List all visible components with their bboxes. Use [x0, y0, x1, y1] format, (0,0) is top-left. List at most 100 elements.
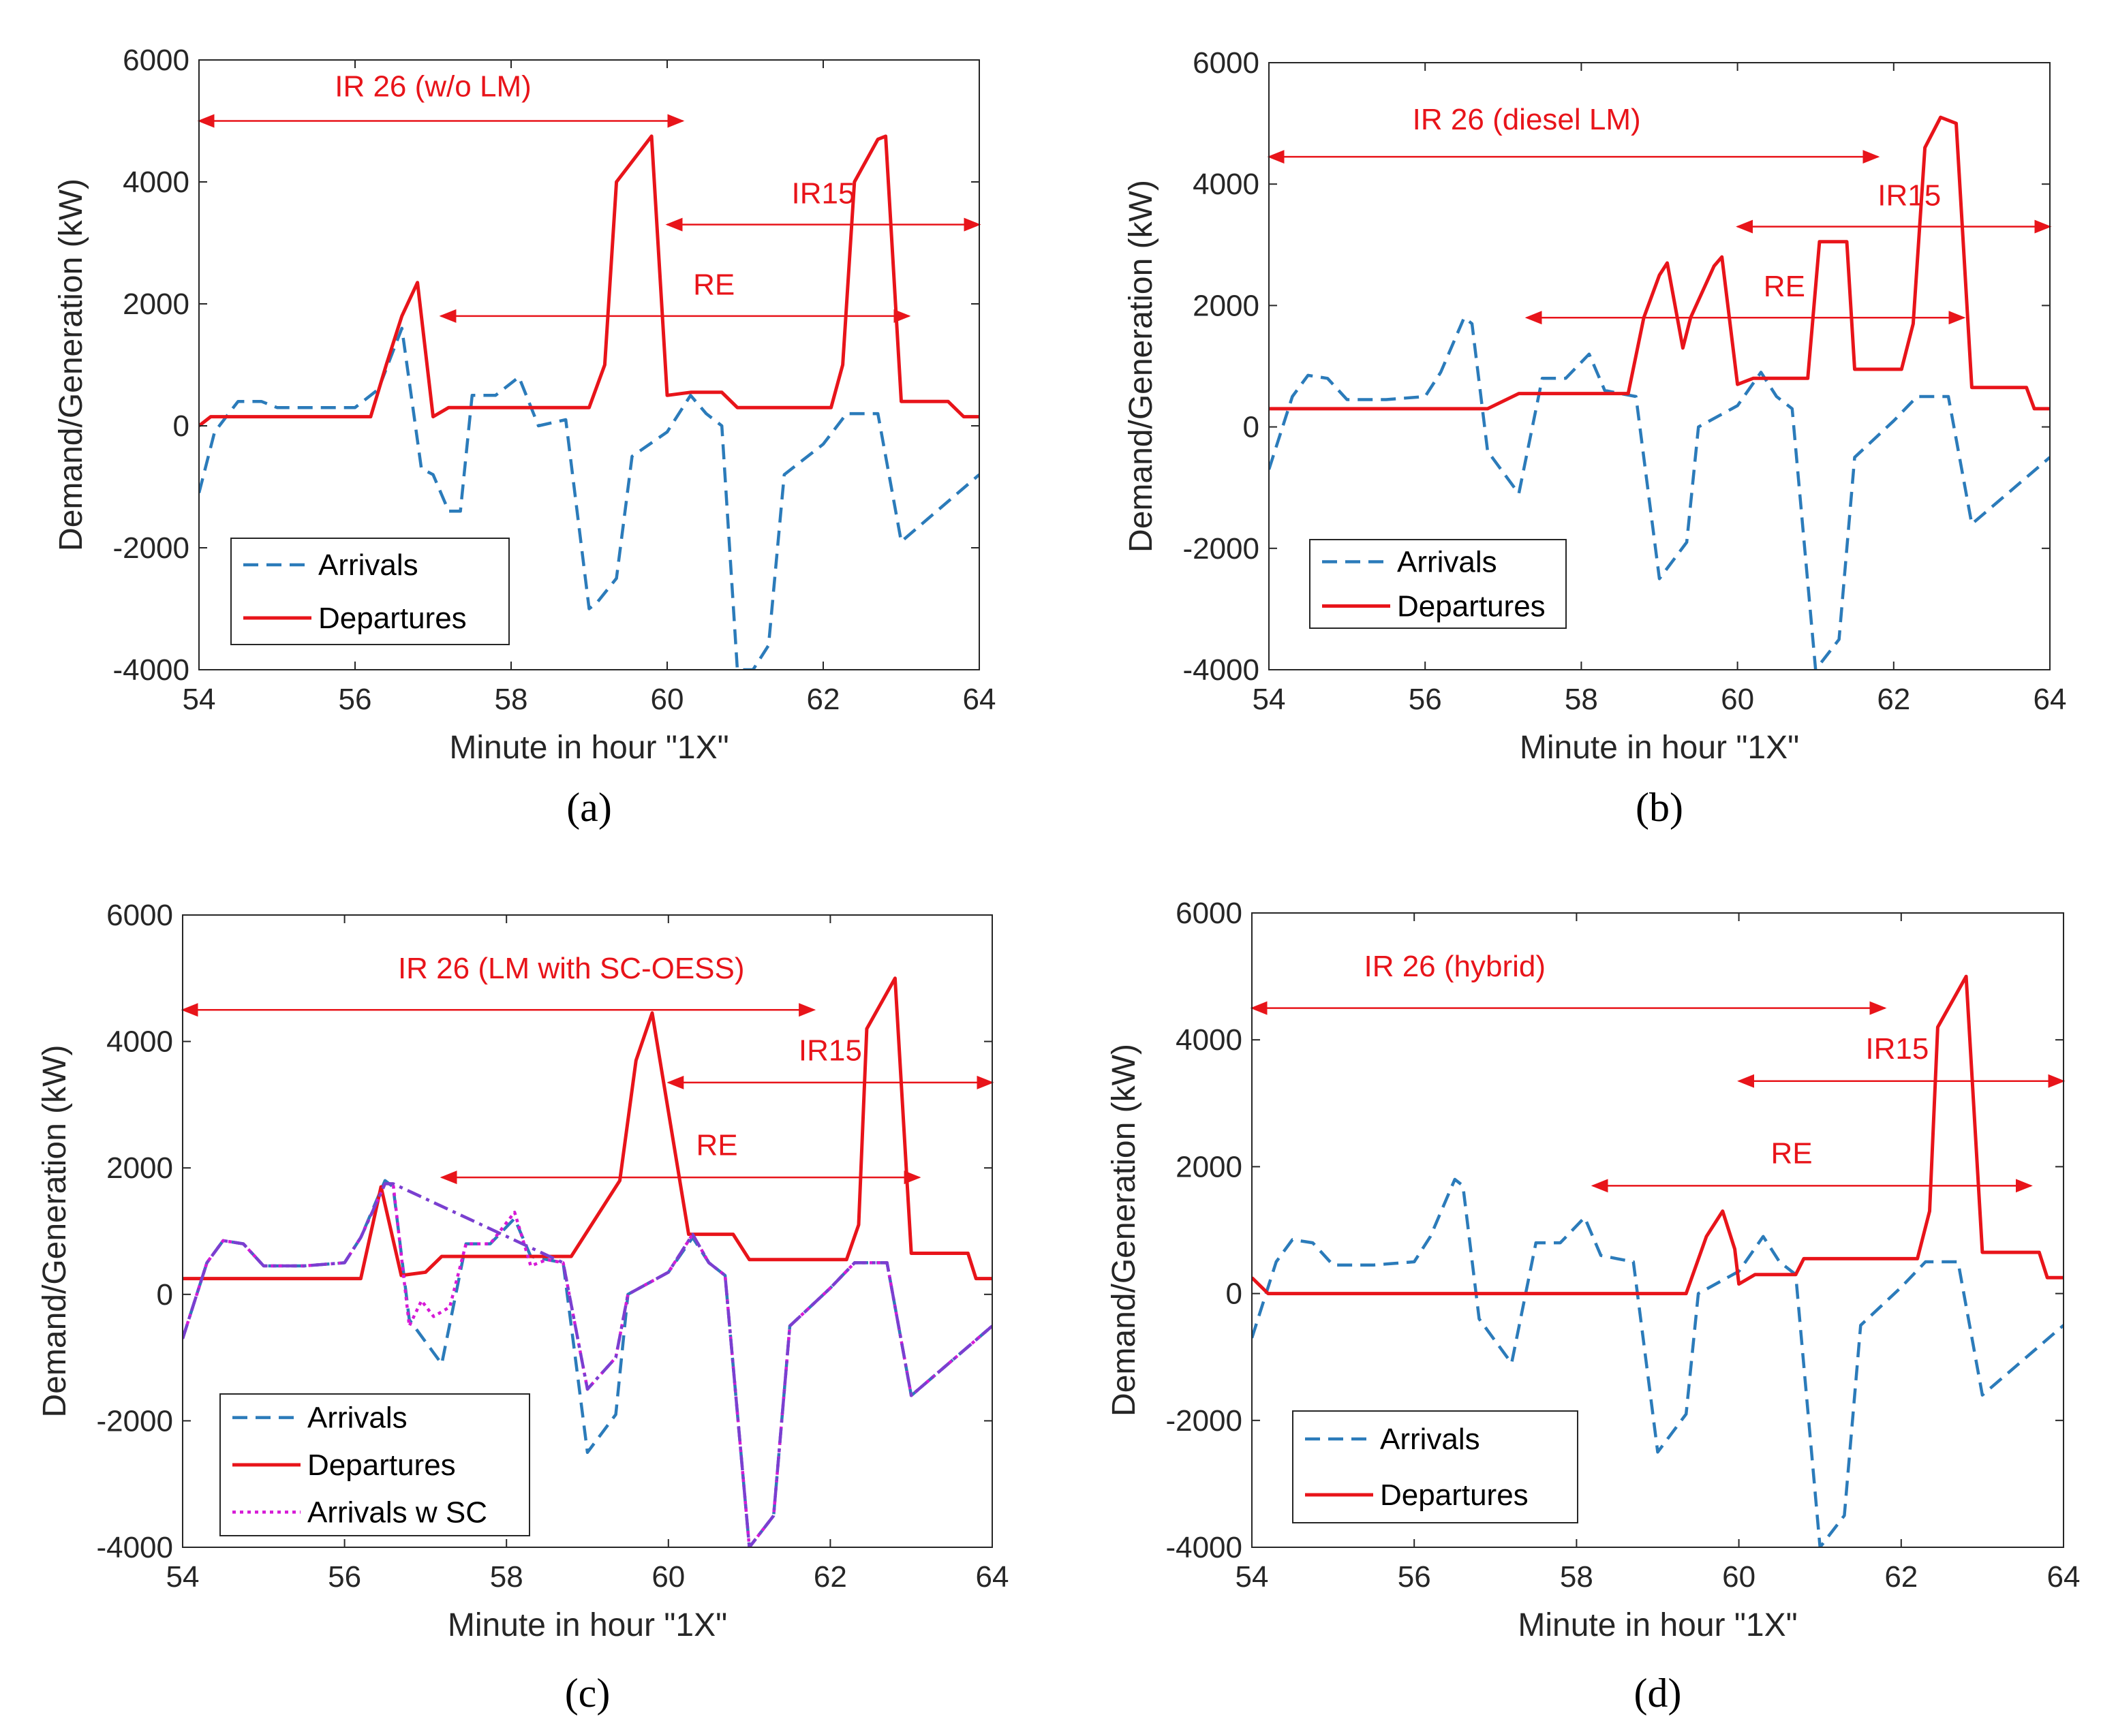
- y-tick-label: 4000: [123, 166, 189, 199]
- y-axis-label: Demand/Generation (kW): [1106, 1044, 1142, 1416]
- panel-label: (a): [566, 785, 612, 830]
- y-tick-label: 6000: [1193, 46, 1259, 80]
- series-line-departures: [1252, 974, 2064, 1296]
- legend-label: Arrivals: [318, 548, 418, 582]
- series-line-arrivals-w-sc: [183, 1182, 992, 1547]
- annotation-label: IR 26 (w/o LM): [335, 70, 532, 104]
- y-tick-label: 0: [1243, 411, 1259, 444]
- y-tick-label: 2000: [123, 288, 189, 321]
- y-tick-label: -2000: [1182, 532, 1259, 565]
- x-tick-label: 64: [976, 1560, 1009, 1594]
- annotation-label: RE: [693, 268, 735, 302]
- annotation-label: IR 26 (hybrid): [1364, 950, 1546, 983]
- y-tick-label: 6000: [1176, 897, 1242, 930]
- legend-label: Arrivals: [1397, 546, 1497, 579]
- x-tick-label: 56: [1398, 1560, 1431, 1594]
- x-tick-label: 64: [2047, 1560, 2081, 1594]
- y-tick-label: 4000: [1176, 1023, 1242, 1057]
- x-tick-label: 64: [963, 683, 996, 716]
- legend: Arrivals Departures: [230, 538, 510, 645]
- y-tick-label: -2000: [1165, 1404, 1242, 1438]
- legend-label: Arrivals: [307, 1401, 408, 1435]
- axes-frame: [1251, 912, 2064, 1548]
- x-tick-label: 62: [807, 683, 840, 716]
- y-tick-label: 4000: [106, 1025, 173, 1059]
- y-tick-label: 6000: [106, 899, 173, 932]
- legend-label: Departures: [318, 602, 467, 635]
- series-line-arrivals: [199, 326, 979, 670]
- y-tick-label: -4000: [1165, 1531, 1242, 1564]
- annotation-label: RE: [1764, 270, 1805, 303]
- x-axis-label: Minute in hour "1X": [1518, 1607, 1797, 1643]
- x-tick-label: 58: [495, 683, 528, 716]
- y-tick-label: 6000: [123, 44, 189, 77]
- legend-label: Arrivals: [1380, 1423, 1480, 1456]
- legend: Arrivals Departures: [1292, 1410, 1578, 1523]
- y-tick-label: -4000: [1182, 653, 1259, 687]
- annotation-label: RE: [696, 1129, 738, 1162]
- legend-box: [230, 538, 510, 645]
- panel-label: (c): [565, 1671, 611, 1716]
- legend-label: Arrivals w SC: [307, 1495, 487, 1529]
- x-tick-label: 54: [183, 683, 216, 716]
- x-tick-label: 54: [1253, 683, 1286, 716]
- panel-label: (d): [1634, 1671, 1682, 1716]
- annotation-label: IR15: [792, 176, 855, 210]
- y-tick-label: -2000: [96, 1404, 173, 1438]
- x-tick-label: 62: [814, 1560, 847, 1594]
- x-tick-label: 62: [1884, 1560, 1918, 1594]
- legend: Arrivals Departures: [1309, 539, 1567, 629]
- series-line-departures: [199, 134, 979, 427]
- panel-a: IR 26 (w/o LM) IR15 RE 54 56 58 60 62 64 -4000 -2…: [53, 44, 996, 830]
- x-tick-label: 60: [651, 683, 684, 716]
- legend-box: [1309, 539, 1567, 629]
- x-tick-label: 56: [1409, 683, 1442, 716]
- panel-label: (b): [1636, 785, 1683, 830]
- panel-d: IR 26 (hybrid) IR15 RE 54 56 58 60 62 64 -4000 -2…: [1106, 897, 2080, 1716]
- y-tick-label: 2000: [1193, 289, 1259, 322]
- panel-c: IR 26 (LM with SC-OESS) IR15 RE 54 56 58 60 62…: [37, 899, 1009, 1716]
- series-line-arrivals: [1269, 315, 2050, 670]
- annotation-label: IR 26 (LM with SC-OESS): [398, 952, 745, 985]
- series-line-arrivals-w-sc-overlap: [183, 1182, 992, 1547]
- annotation-label: RE: [1770, 1137, 1812, 1171]
- annotation-label: IR15: [1865, 1032, 1929, 1066]
- axes-frame: [182, 914, 993, 1548]
- series-line-departures: [1269, 115, 2050, 411]
- y-tick-label: 0: [173, 409, 189, 443]
- x-axis-label: Minute in hour "1X": [1520, 730, 1799, 766]
- axes-frame: [1268, 62, 2051, 670]
- x-tick-label: 60: [1721, 683, 1754, 716]
- y-tick-label: 4000: [1193, 168, 1259, 201]
- y-tick-label: -4000: [112, 653, 189, 687]
- annotation-label: IR15: [1877, 179, 1941, 212]
- legend-label: Departures: [307, 1448, 456, 1482]
- legend-label: Departures: [1397, 590, 1546, 623]
- y-tick-label: 2000: [1176, 1150, 1242, 1183]
- series-line-departures: [183, 976, 992, 1281]
- x-tick-label: 56: [328, 1560, 361, 1594]
- legend: Arrivals Departures Arrivals w SC: [219, 1393, 530, 1536]
- panel-b: IR 26 (diesel LM) IR15 RE 54 56 58 60 62 64 -400…: [1123, 46, 2066, 830]
- legend-box: [1292, 1410, 1578, 1523]
- y-axis-label: Demand/Generation (kW): [1123, 180, 1159, 553]
- y-tick-label: -4000: [96, 1531, 173, 1564]
- x-tick-label: 56: [339, 683, 372, 716]
- y-axis-label: Demand/Generation (kW): [53, 179, 89, 551]
- x-tick-label: 62: [1877, 683, 1910, 716]
- x-tick-label: 54: [1236, 1560, 1269, 1594]
- series-line-arrivals: [1252, 1177, 2064, 1547]
- y-tick-label: -2000: [112, 531, 189, 565]
- x-tick-label: 60: [1722, 1560, 1755, 1594]
- y-tick-label: 2000: [106, 1151, 173, 1185]
- x-axis-label: Minute in hour "1X": [449, 730, 729, 766]
- y-tick-label: 0: [157, 1278, 173, 1312]
- x-axis-label: Minute in hour "1X": [448, 1607, 727, 1643]
- x-tick-label: 58: [1565, 683, 1598, 716]
- y-tick-label: 0: [1226, 1277, 1242, 1311]
- legend-label: Departures: [1380, 1478, 1529, 1512]
- x-tick-label: 60: [651, 1560, 685, 1594]
- x-tick-label: 58: [490, 1560, 523, 1594]
- annotation-label: IR 26 (diesel LM): [1413, 103, 1641, 136]
